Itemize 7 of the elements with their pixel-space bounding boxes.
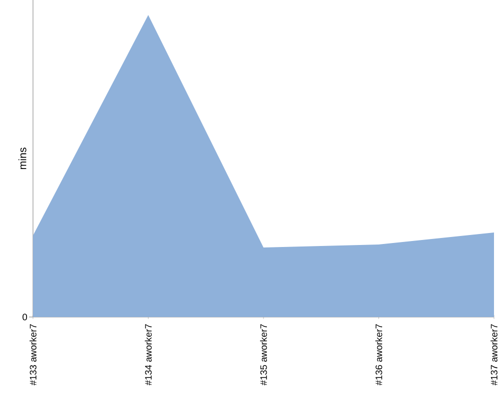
x-tick-label: #133 aworker7: [30, 324, 36, 386]
text: 0: [22, 314, 28, 320]
y-axis-title: mins: [18, 148, 26, 170]
x-tick-label: #135 aworker7: [260, 324, 267, 386]
x-tick-label: #134 aworker7: [144, 324, 152, 386]
x-tick-label: #137 aworker7: [490, 324, 498, 386]
x-tick-label: #136 aworker7: [375, 324, 382, 386]
